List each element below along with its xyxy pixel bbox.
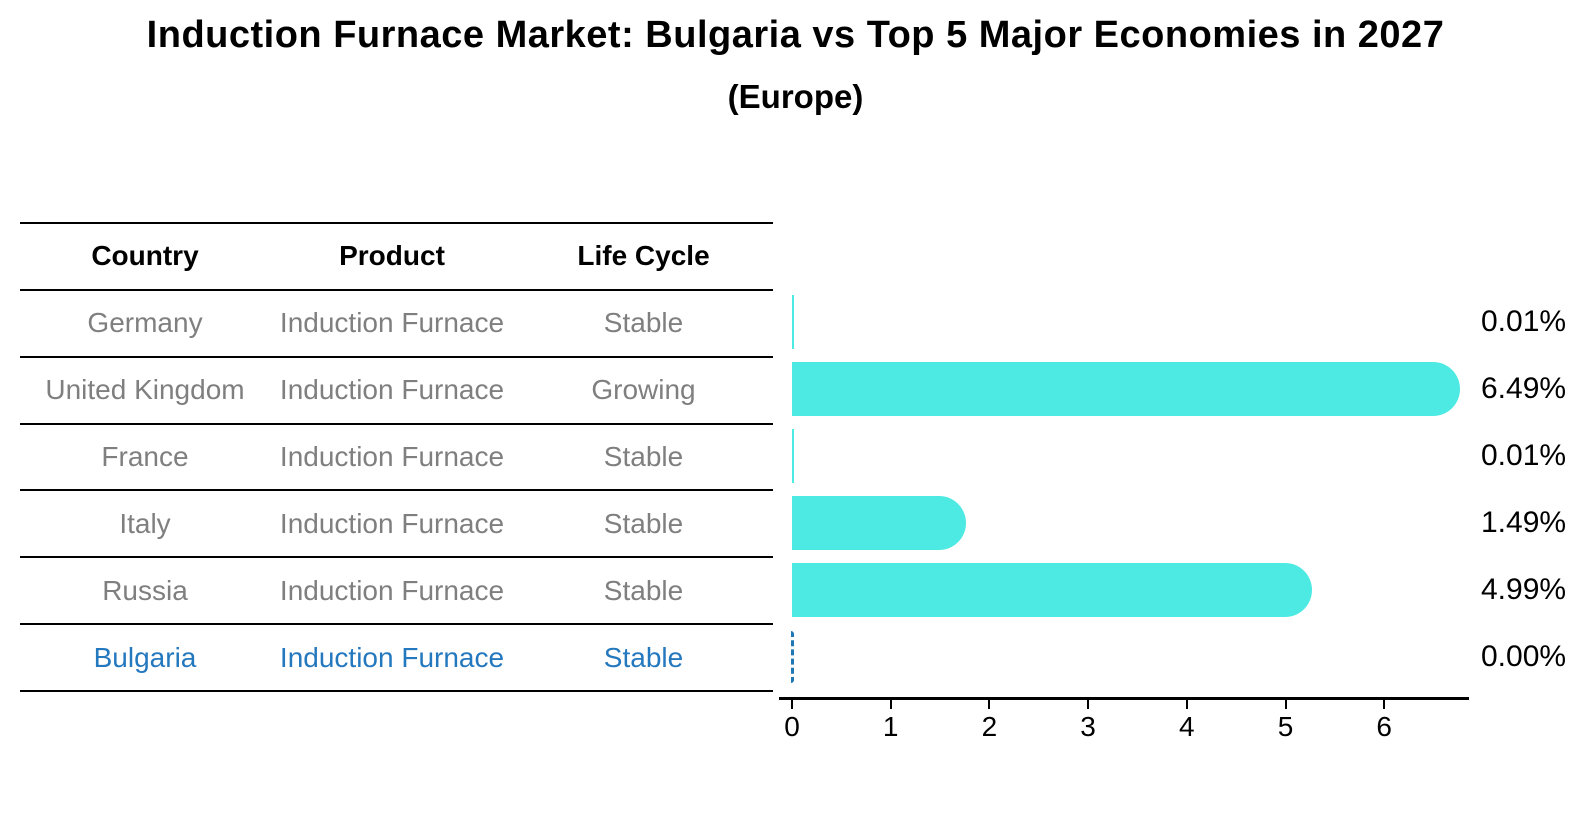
bar-france xyxy=(792,429,794,483)
value-label-united-kingdom: 6.49% xyxy=(1481,372,1567,405)
x-axis-tick xyxy=(1383,700,1386,709)
bar-bulgaria xyxy=(791,630,794,683)
x-axis-tick xyxy=(1284,700,1287,709)
x-axis-tick-label: 0 xyxy=(784,711,800,742)
x-axis-tick-label: 3 xyxy=(1080,711,1096,742)
product-cell: Induction Furnace xyxy=(279,374,505,406)
table-header-row: Country Product Life Cycle xyxy=(20,222,773,289)
value-label-germany: 0.01% xyxy=(1481,305,1567,338)
x-axis-line xyxy=(779,697,1469,700)
value-label-bulgaria: 0.00% xyxy=(1481,639,1567,673)
x-axis-tick xyxy=(988,700,991,709)
column-header-product: Product xyxy=(339,240,445,272)
x-axis-tick-label: 4 xyxy=(1179,711,1195,742)
value-label-france: 0.01% xyxy=(1481,439,1567,472)
x-axis-tick xyxy=(889,700,892,709)
value-label-italy: 1.49% xyxy=(1481,506,1567,539)
country-cell: United Kingdom xyxy=(45,374,245,406)
product-cell: Induction Furnace xyxy=(279,307,505,339)
table-row: United Kingdom Induction Furnace Growing xyxy=(20,355,773,423)
x-axis-tick xyxy=(1087,700,1090,709)
product-cell-bulgaria: Induction Furnace xyxy=(279,641,505,673)
life-cycle-cell: Stable xyxy=(603,507,684,539)
life-cycle-cell: Stable xyxy=(603,307,684,339)
product-cell: Induction Furnace xyxy=(279,507,505,539)
bar-germany xyxy=(792,295,794,349)
country-cell: Italy xyxy=(119,507,171,539)
country-cell: France xyxy=(101,441,189,472)
country-cell-bulgaria: Bulgaria xyxy=(93,641,197,673)
table-row: Italy Induction Furnace Stable xyxy=(20,489,773,556)
table-row: France Induction Furnace Stable xyxy=(20,422,773,490)
life-cycle-cell-bulgaria: Stable xyxy=(603,641,684,673)
bar-italy xyxy=(792,496,967,550)
table-row-bulgaria: Bulgaria Induction Furnace Stable xyxy=(20,623,773,690)
life-cycle-cell: Growing xyxy=(591,374,696,406)
bar-russia xyxy=(792,563,1312,617)
chart-subtitle: (Europe) xyxy=(727,78,864,115)
column-header-life-cycle: Life Cycle xyxy=(577,240,710,272)
product-cell: Induction Furnace xyxy=(279,574,505,606)
column-header-country: Country xyxy=(91,240,199,272)
product-cell: Induction Furnace xyxy=(279,441,505,472)
country-cell: Russia xyxy=(102,574,188,606)
x-axis-tick-label: 1 xyxy=(882,711,899,742)
country-table: Country Product Life Cycle Germany Induc… xyxy=(20,222,773,692)
table-row: Russia Induction Furnace Stable xyxy=(20,556,773,623)
life-cycle-cell: Stable xyxy=(603,574,684,606)
chart-title: Induction Furnace Market: Bulgaria vs To… xyxy=(146,14,1445,56)
x-axis-tick xyxy=(1185,700,1188,709)
life-cycle-cell: Stable xyxy=(603,441,684,472)
x-axis-tick-label: 5 xyxy=(1277,711,1294,742)
x-axis-tick xyxy=(791,700,793,709)
table-row: Germany Induction Furnace Stable xyxy=(20,288,773,356)
value-label-russia: 4.99% xyxy=(1481,573,1567,606)
country-cell: Germany xyxy=(87,307,203,339)
x-axis-tick-label: 2 xyxy=(981,711,998,742)
bar-united-kingdom xyxy=(792,362,1460,416)
x-axis-tick-label: 6 xyxy=(1376,711,1392,742)
